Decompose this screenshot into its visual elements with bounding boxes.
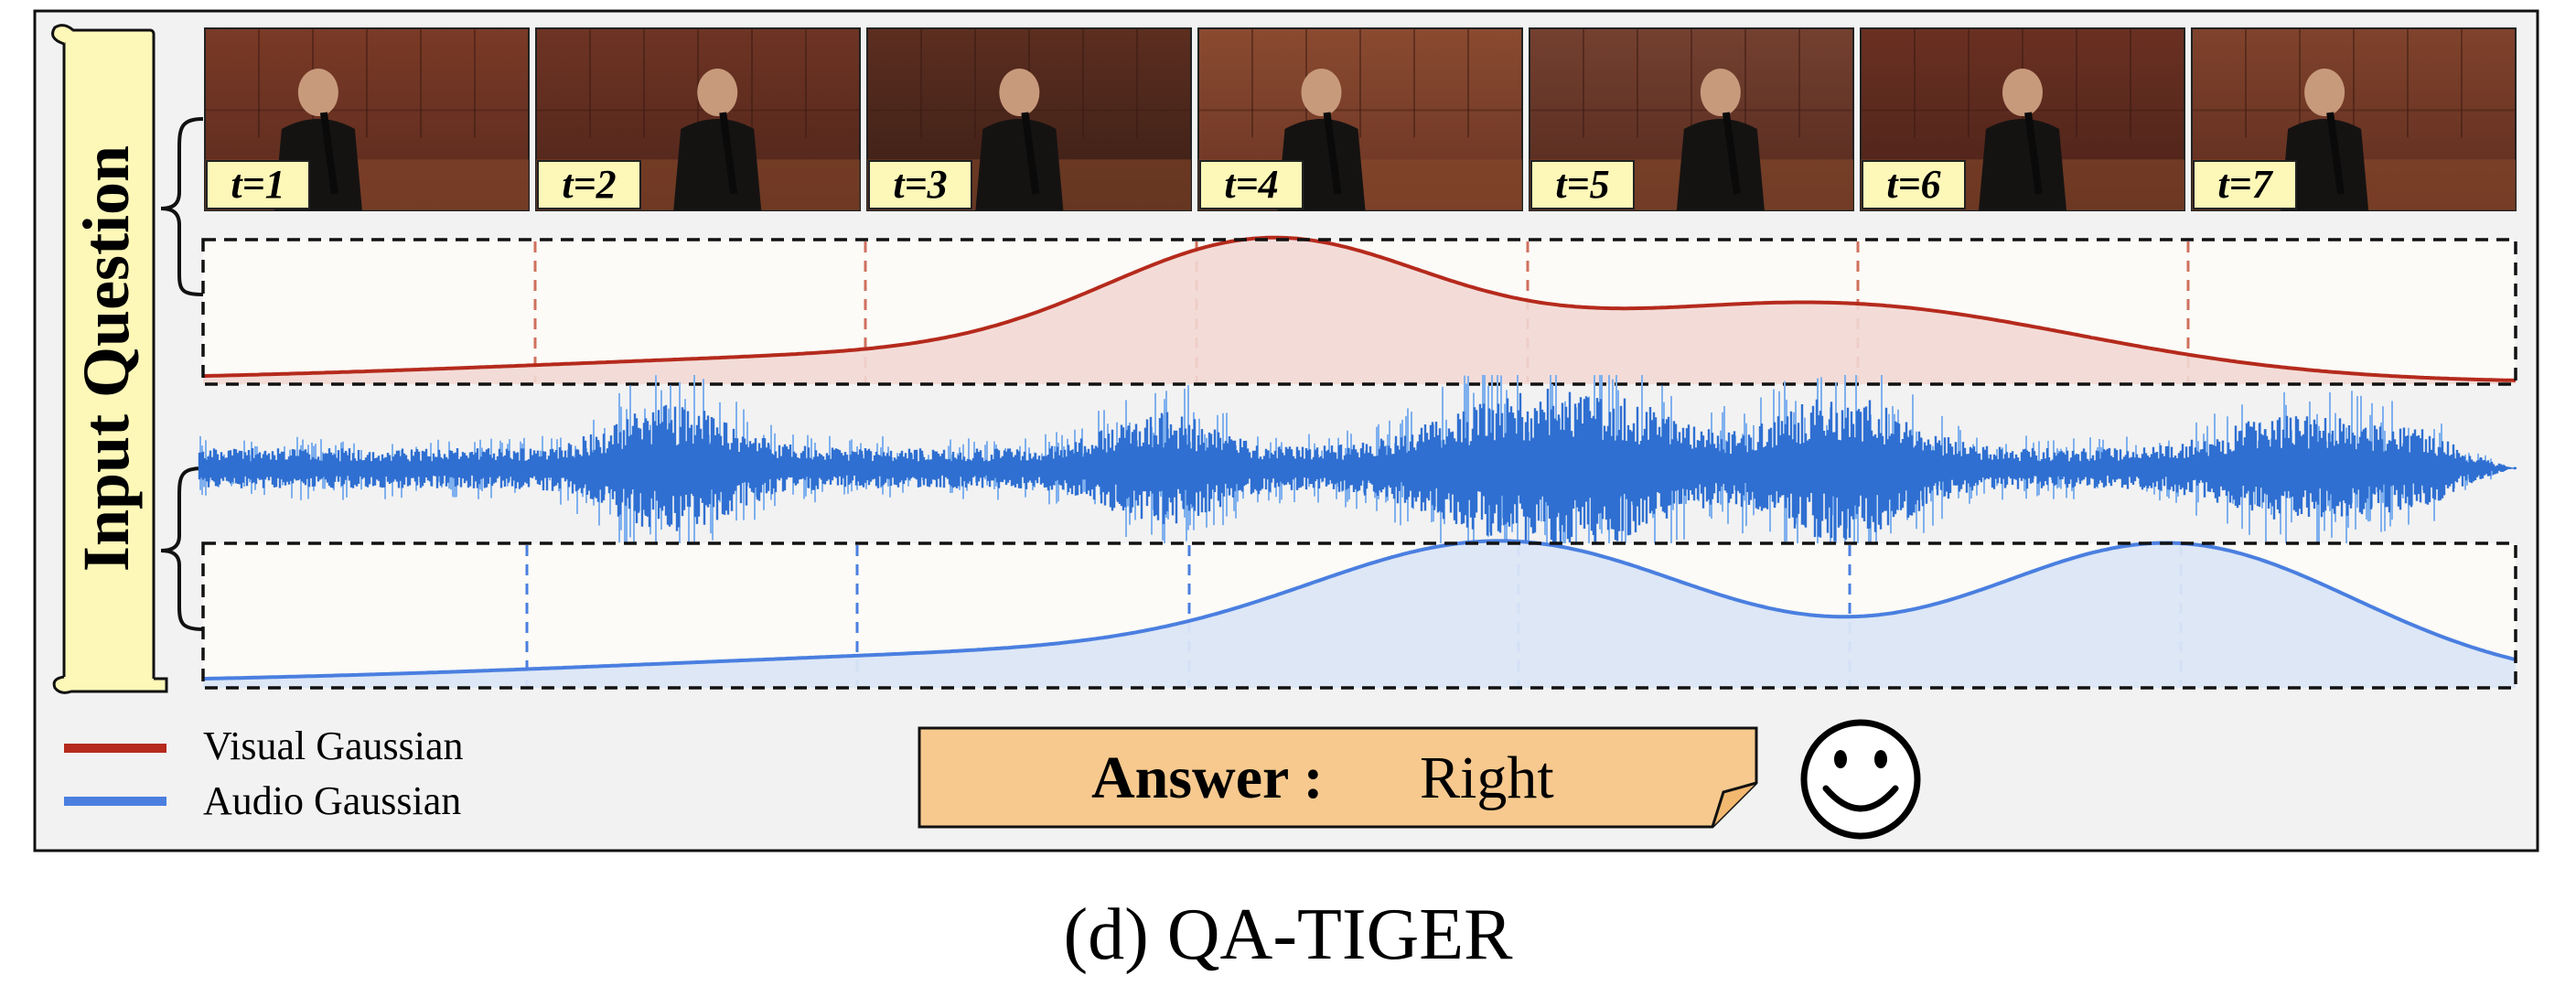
- answer-value: Right: [1420, 745, 1554, 811]
- video-frame-5: t=5: [1529, 27, 1854, 211]
- frame-label: t=7: [2217, 162, 2273, 207]
- frame-label: t=3: [893, 162, 947, 207]
- frame-label: t=2: [562, 162, 616, 207]
- video-frame-1: t=1: [204, 27, 530, 211]
- input-question-label: Input Question: [70, 145, 143, 572]
- lower-brace: [160, 466, 204, 631]
- frame-label: t=5: [1555, 162, 1609, 207]
- legend-visual-label: Visual Gaussian: [203, 723, 464, 768]
- frame-label: t=1: [231, 162, 284, 207]
- frame-label: t=6: [1886, 162, 1940, 207]
- smiley-icon: [1800, 719, 1921, 840]
- video-frame-6: t=6: [1860, 27, 2185, 211]
- audio-gaussian-plot: [201, 539, 2517, 690]
- visual-gaussian-curve: [202, 235, 2517, 382]
- legend: Visual Gaussian Audio Gaussian: [64, 723, 464, 823]
- audio-gaussian-curve: [203, 539, 2517, 681]
- audio-waveform: [198, 375, 2517, 576]
- video-frame-2: t=2: [535, 27, 861, 211]
- answer-label: Answer :: [1091, 745, 1324, 811]
- audio-gaussian-area: [203, 541, 2516, 688]
- video-frame-3: t=3: [866, 27, 1192, 211]
- input-question-scroll: Input Question: [51, 24, 168, 694]
- visual-gaussian-area: [203, 237, 2516, 384]
- upper-brace: [160, 117, 204, 296]
- legend-audio-label: Audio Gaussian: [203, 778, 461, 823]
- video-frames: t=1 t=2 t=3 t=4 t=5 t=6 t=7: [204, 27, 2517, 211]
- answer-box: Answer : Right: [918, 726, 1758, 829]
- frame-label: t=4: [1224, 162, 1278, 207]
- video-frame-4: t=4: [1197, 27, 1523, 211]
- figure-caption: (d) QA-TIGER: [1064, 895, 1514, 975]
- visual-gaussian-plot: [201, 235, 2517, 386]
- video-frame-7: t=7: [2191, 27, 2517, 211]
